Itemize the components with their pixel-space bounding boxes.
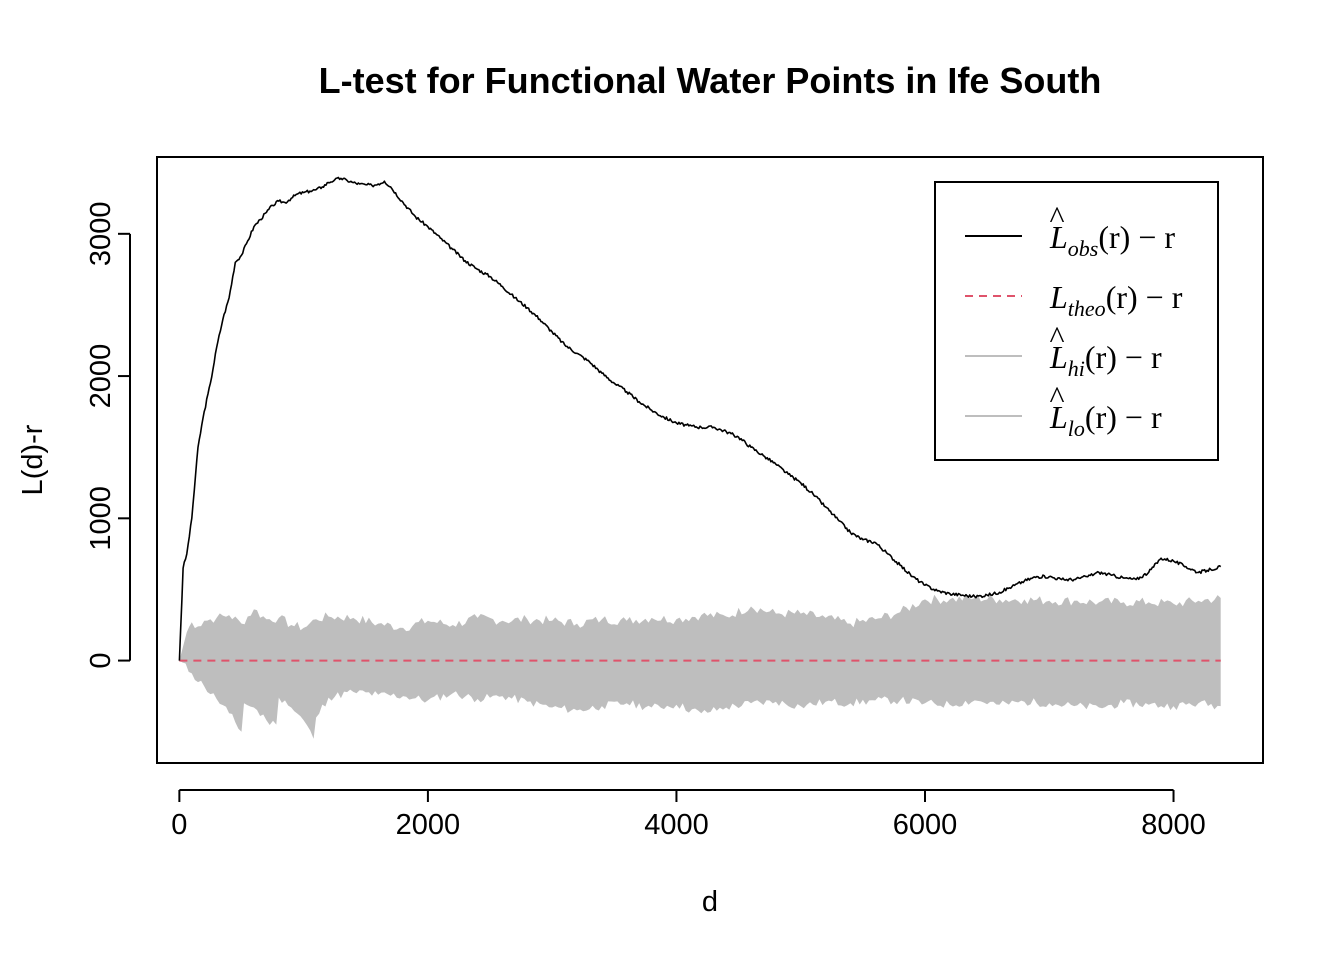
series-layer <box>178 176 1222 662</box>
legend-label: Lhi(r) − r <box>1049 339 1162 381</box>
x-axis-label: d <box>702 886 718 918</box>
legend-hat: ^ <box>1049 199 1064 235</box>
x-tick-label: 2000 <box>396 809 461 841</box>
x-tick-label: 4000 <box>644 809 709 841</box>
chart-title: L-test for Functional Water Points in If… <box>319 60 1102 101</box>
y-axis-label: L(d)-r <box>17 424 49 495</box>
legend-label: Ltheo(r) − r <box>1049 279 1183 321</box>
legend-item-theo: Ltheo(r) − r <box>965 279 1183 321</box>
legend-label: Llo(r) − r <box>1049 399 1162 441</box>
legend-label: Lobs(r) − r <box>1049 219 1175 261</box>
y-tick-label: 2000 <box>85 344 117 409</box>
legend-item-hi: Lhi(r) − r^ <box>965 319 1162 381</box>
x-tick-label: 0 <box>171 809 187 841</box>
x-axis: 0 2000 4000 6000 8000 <box>171 789 1206 841</box>
legend-item-lo: Llo(r) − r^ <box>965 379 1162 441</box>
y-tick-label: 3000 <box>85 202 117 267</box>
plot-frame <box>156 156 1264 764</box>
y-tick-label: 0 <box>85 653 117 669</box>
legend-hat: ^ <box>1049 379 1064 415</box>
legend-box <box>934 181 1219 461</box>
envelope-band <box>179 594 1221 739</box>
x-tick-label: 8000 <box>1141 809 1206 841</box>
y-axis: 0 1000 2000 3000 <box>85 202 131 669</box>
envelope-layer <box>179 594 1221 739</box>
y-tick-label: 1000 <box>85 486 117 551</box>
series-obs-line <box>178 176 1222 661</box>
legend-item-obs: Lobs(r) − r^ <box>965 199 1175 261</box>
legend-hat: ^ <box>1049 319 1064 355</box>
x-tick-label: 6000 <box>893 809 958 841</box>
